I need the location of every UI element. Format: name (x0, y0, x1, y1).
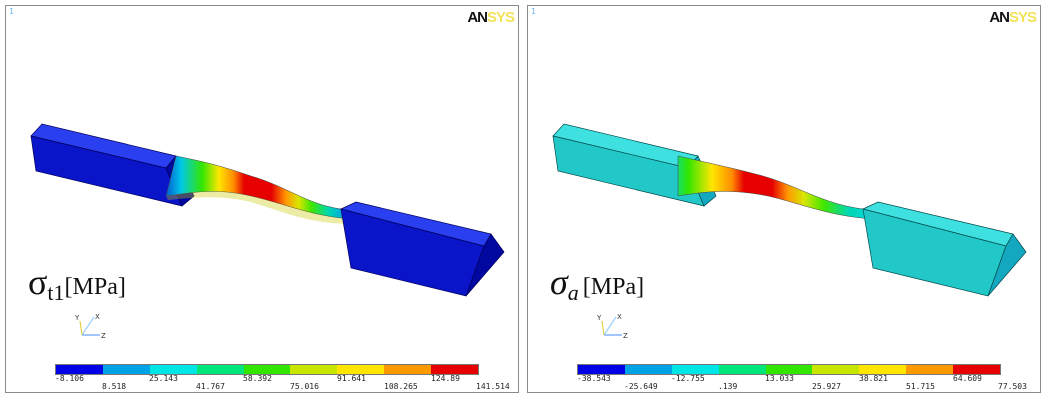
coordinate-triad: X Z Y (596, 313, 628, 340)
legend-value: 124.89 (431, 374, 460, 383)
legend-value: 58.392 (243, 374, 272, 383)
window-number: 1 (9, 7, 14, 16)
svg-text:Z: Z (623, 332, 628, 340)
specimen-model (30, 123, 505, 297)
svg-text:Y: Y (74, 314, 80, 322)
legend-value: 77.503 (998, 382, 1027, 391)
svg-text:X: X (617, 313, 622, 321)
stress-label-axial: σa [MPa] (550, 262, 645, 305)
legend-ticks: -8.106 8.518 25.143 41.767 58.392 75.016… (55, 374, 518, 392)
legend-value: 108.265 (384, 382, 418, 391)
legend-value: 91.641 (337, 374, 366, 383)
window-number: 1 (531, 7, 536, 16)
plot-panel-left: 1 ANSYS (5, 5, 519, 393)
color-legend-bar (577, 364, 1001, 375)
specimen-model (552, 123, 1027, 297)
coordinate-triad: X Z Y (74, 313, 106, 340)
legend-value: 41.767 (196, 382, 225, 391)
legend-value: -25.649 (624, 382, 658, 391)
legend-value: 13.033 (765, 374, 794, 383)
legend-ticks: -38.543 -25.649 -12.755 .139 13.033 25.9… (577, 374, 1040, 392)
legend-value: 64.609 (953, 374, 982, 383)
legend-value: .139 (718, 382, 738, 391)
legend-value: -38.543 (577, 374, 611, 383)
plot-panel-right: 1 ANSYS σa (527, 5, 1041, 393)
legend-value: -8.106 (55, 374, 84, 383)
legend-value: -12.755 (671, 374, 705, 383)
legend-value: 8.518 (102, 382, 127, 391)
ansys-logo: ANSYS (467, 9, 515, 26)
legend-value: 38.821 (859, 374, 888, 383)
svg-text:Z: Z (101, 332, 106, 340)
ansys-logo: ANSYS (989, 9, 1037, 26)
svg-text:X: X (95, 313, 100, 321)
legend-value: 51.715 (906, 382, 935, 391)
stress-label-tensile: σt1[MPa] (28, 262, 126, 305)
svg-text:Y: Y (596, 314, 602, 322)
legend-value: 141.514 (476, 382, 510, 391)
legend-value: 25.927 (812, 382, 841, 391)
legend-value: 75.016 (290, 382, 319, 391)
legend-value: 25.143 (149, 374, 178, 383)
color-legend-bar (55, 364, 479, 375)
